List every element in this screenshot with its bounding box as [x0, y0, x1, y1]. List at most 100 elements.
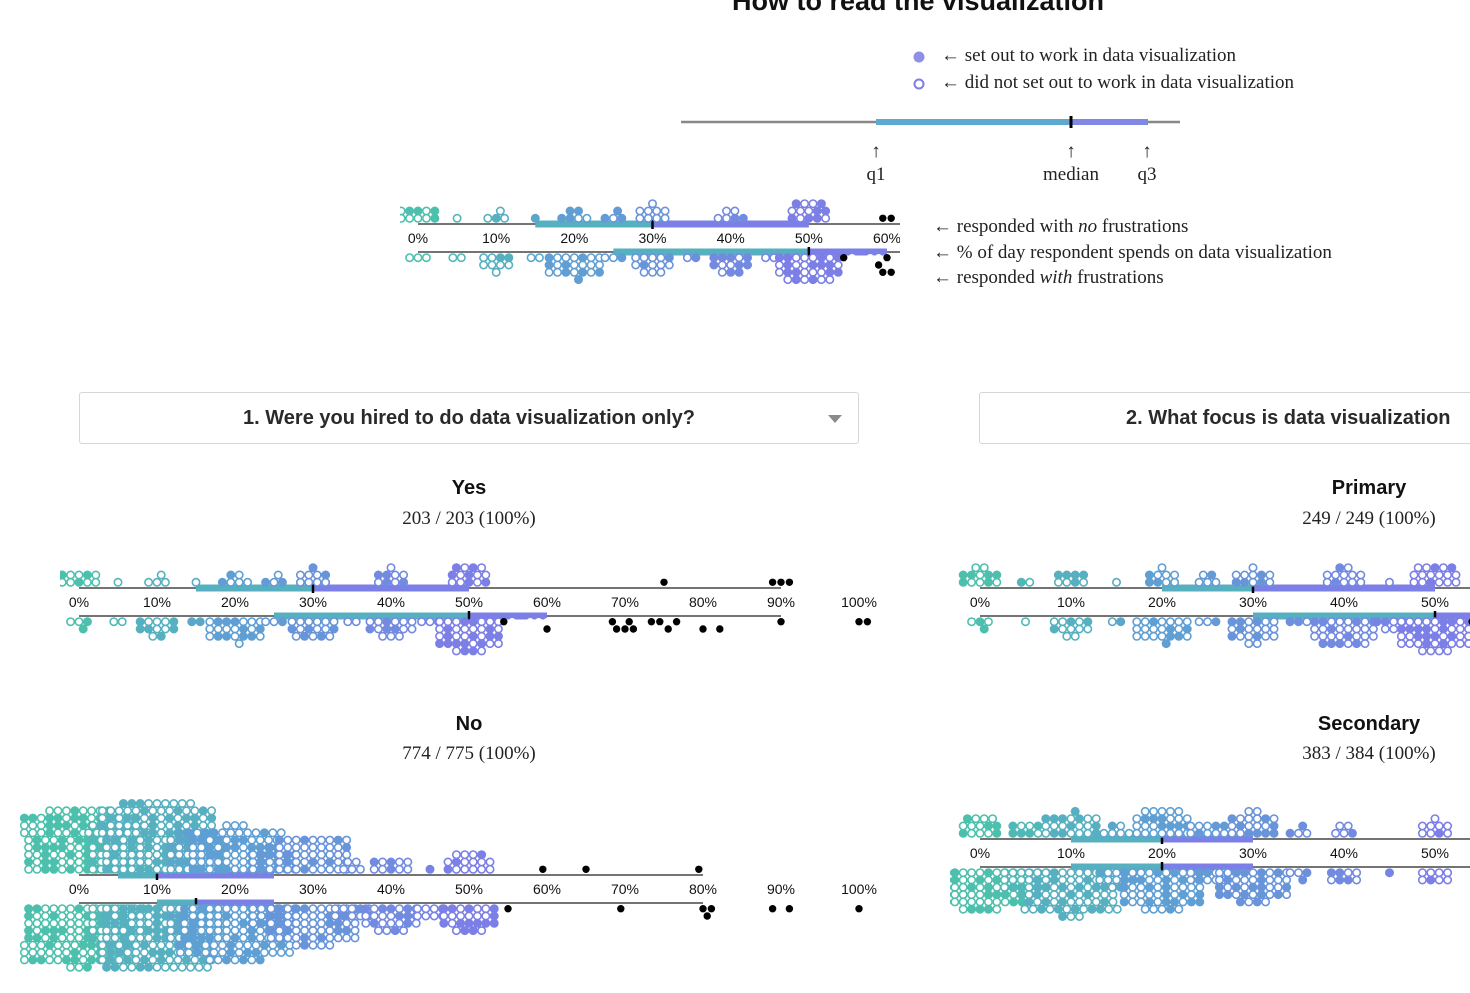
respondent-dot	[456, 904, 466, 914]
respondent-dot	[53, 813, 63, 823]
respondent-dot	[248, 864, 258, 874]
respondent-dot	[255, 933, 265, 943]
respondent-dot	[399, 624, 409, 634]
respondent-dot	[202, 962, 212, 972]
respondent-dot	[447, 577, 457, 587]
respondent-dot	[992, 570, 1002, 580]
respondent-dot	[1464, 639, 1470, 649]
respondent-dot	[87, 955, 97, 965]
respondent-dot	[489, 918, 499, 928]
respondent-dot	[106, 813, 116, 823]
respondent-dot	[1434, 577, 1444, 587]
respondent-dot	[707, 625, 716, 633]
respondent-dot	[274, 835, 284, 845]
respondent-dot	[451, 617, 461, 627]
respondent-dot	[308, 835, 318, 845]
respondent-dot	[574, 275, 584, 285]
respondent-dot	[222, 624, 232, 634]
respondent-dot	[435, 624, 445, 634]
respondent-dot	[874, 261, 883, 269]
respondent-dot	[333, 933, 343, 943]
respondent-dot	[1025, 577, 1035, 587]
respondent-dot	[248, 850, 258, 860]
respondent-dot	[730, 213, 740, 223]
respondent-dot	[66, 864, 76, 874]
respondent-dot	[405, 213, 415, 223]
panel-primary-title: Primary	[1331, 477, 1407, 499]
respondent-dot	[1248, 868, 1258, 878]
respondent-dot	[40, 850, 50, 860]
respondent-dot	[1074, 617, 1084, 627]
respondent-dot	[118, 918, 128, 928]
respondent-dot	[316, 940, 326, 950]
respondent-dot	[975, 617, 985, 627]
respondent-dot	[88, 835, 98, 845]
respondent-dot	[1025, 821, 1035, 831]
respondent-dot	[435, 631, 445, 641]
respondent-dot	[1178, 882, 1188, 892]
tick-label: 50%	[795, 230, 823, 246]
respondent-dot	[283, 835, 293, 845]
respondent-dot	[1149, 904, 1159, 914]
respondent-dot	[188, 864, 198, 874]
respondent-dot	[148, 828, 158, 838]
respondent-dot	[209, 948, 219, 958]
question-1-dropdown[interactable]: 1. Were you hired to do data visualizati…	[79, 392, 859, 444]
respondent-dot	[1079, 904, 1089, 914]
respondent-dot	[785, 905, 794, 913]
respondent-dot	[816, 267, 826, 277]
respondent-dot	[308, 850, 318, 860]
respondent-dot	[1083, 814, 1093, 824]
respondent-dot	[768, 578, 777, 586]
respondent-dot	[205, 842, 215, 852]
question-2-dropdown[interactable]: 2. What focus is data visualization	[979, 392, 1470, 444]
respondent-dot	[891, 254, 900, 262]
respondent-dot	[1153, 577, 1163, 587]
respondent-dot	[1058, 912, 1068, 922]
respondent-dot	[1186, 828, 1196, 838]
respondent-dot	[175, 948, 185, 958]
respondent-dot	[390, 570, 400, 580]
respondent-dot	[1252, 806, 1262, 816]
respondent-dot	[1231, 570, 1241, 580]
respondent-dot	[495, 206, 505, 216]
respondent-dot	[1273, 875, 1283, 885]
respondent-dot	[1165, 904, 1175, 914]
respondent-dot	[460, 850, 470, 860]
respondent-dot	[308, 918, 318, 928]
respondent-dot	[691, 253, 701, 263]
respondent-dot	[166, 918, 176, 928]
respondent-dot	[148, 813, 158, 823]
respondent-dot	[1032, 882, 1042, 892]
respondent-dot	[447, 918, 457, 928]
respondent-dot	[481, 577, 491, 587]
respondent-dot	[222, 918, 232, 928]
respondent-dot	[308, 864, 318, 874]
respondent-dot	[251, 940, 261, 950]
respondent-dot	[1426, 577, 1436, 587]
respondent-dot	[717, 267, 727, 277]
respondent-dot	[308, 842, 318, 852]
respondent-dot	[234, 940, 244, 950]
respondent-dot	[958, 890, 968, 900]
respondent-dot	[1161, 897, 1171, 907]
respondent-dot	[699, 625, 707, 633]
respondent-dot	[78, 806, 88, 816]
respondent-dot	[19, 940, 29, 950]
respondent-dot	[1203, 828, 1213, 838]
respondent-dot	[1100, 882, 1110, 892]
respondent-dot	[1157, 806, 1167, 816]
respondent-dot	[238, 820, 248, 830]
respondent-dot	[1417, 570, 1427, 580]
respondent-dot	[196, 850, 206, 860]
respondent-dot	[1049, 875, 1059, 885]
respondent-dot	[342, 933, 352, 943]
respondent-dot	[230, 617, 240, 627]
tick-label: 20%	[221, 594, 249, 610]
respondent-dot	[1079, 570, 1089, 580]
respondent-dot	[1343, 624, 1353, 634]
respondent-dot	[285, 948, 295, 958]
respondent-dot	[226, 828, 236, 838]
respondent-dot	[443, 617, 453, 627]
respondent-dot	[468, 631, 478, 641]
